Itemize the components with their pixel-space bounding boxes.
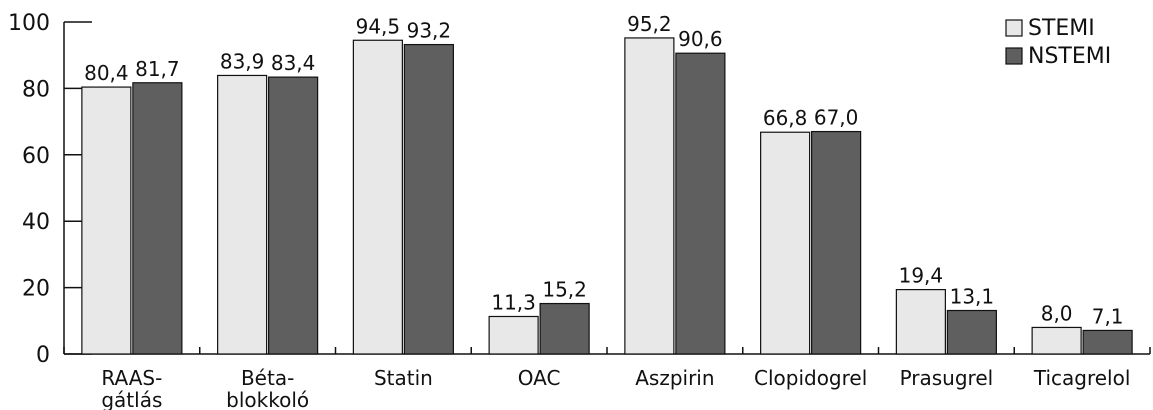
bar-stemi-0 xyxy=(81,86,132,355)
data-labels-group: 80,4 81,7 83,9 83,4 94,5 93,2 11,315,2 95,290,6… xyxy=(84,12,1123,328)
y-tick-label: 0 xyxy=(36,343,50,368)
y-tick-label: 40 xyxy=(22,210,50,235)
bars-group xyxy=(81,37,1133,355)
legend-label-stemi: STEMI xyxy=(1028,16,1095,41)
bar-stemi-5 xyxy=(760,131,811,355)
data-label-stemi-7: 8,0 xyxy=(1041,301,1073,325)
data-label-nstemi-6: 13,1 xyxy=(950,285,995,309)
category-label: blokkoló xyxy=(226,388,309,410)
category-label: Aszpirin xyxy=(635,366,714,390)
category-label: OAC xyxy=(518,366,561,390)
bar-stemi-7 xyxy=(1031,326,1082,355)
bar-stemi-1 xyxy=(217,74,268,355)
category-label: gátlás xyxy=(101,388,162,410)
bar-nstemi-5 xyxy=(811,130,862,355)
legend-swatch-stemi xyxy=(1005,19,1023,37)
category-labels-group: RAAS-gátlás Béta-blokkoló Statin OAC Aszpiri… xyxy=(101,366,1130,410)
data-label-nstemi-2: 93,2 xyxy=(407,19,452,43)
bar-nstemi-1 xyxy=(268,76,319,355)
bar-stemi-3 xyxy=(488,315,539,355)
bar-nstemi-0 xyxy=(132,82,183,355)
category-label: Clopidogrel xyxy=(754,366,867,390)
category-label: Statin xyxy=(374,366,433,390)
data-label-stemi-1: 83,9 xyxy=(220,49,265,73)
bar-nstemi-2 xyxy=(403,43,454,355)
bar-stemi-4 xyxy=(624,37,675,355)
data-label-nstemi-7: 7,1 xyxy=(1092,304,1124,328)
data-label-stemi-4: 95,2 xyxy=(627,12,672,36)
data-label-stemi-2: 94,5 xyxy=(356,14,401,38)
bar-nstemi-7 xyxy=(1082,329,1133,355)
data-label-nstemi-3: 15,2 xyxy=(542,278,587,302)
y-tick-label: 60 xyxy=(22,144,50,169)
legend: STEMI NSTEMI xyxy=(1005,16,1111,69)
data-label-stemi-5: 66,8 xyxy=(763,106,808,130)
data-label-nstemi-4: 90,6 xyxy=(678,27,723,51)
legend-label-nstemi: NSTEMI xyxy=(1028,44,1111,69)
category-label: Prasugrel xyxy=(900,366,994,390)
y-tick-label: 80 xyxy=(22,77,50,102)
category-label: Ticagrelol xyxy=(1033,366,1131,390)
data-label-stemi-3: 11,3 xyxy=(491,290,536,314)
y-axis: 0 20 40 60 80 100 xyxy=(8,11,92,368)
bar-nstemi-3 xyxy=(539,302,590,355)
bar-nstemi-4 xyxy=(675,52,726,355)
bar-stemi-2 xyxy=(352,39,403,355)
category-label: Béta- xyxy=(241,366,294,390)
data-label-nstemi-1: 83,4 xyxy=(271,51,316,75)
data-label-nstemi-0: 81,7 xyxy=(135,57,180,81)
data-label-stemi-6: 19,4 xyxy=(899,264,944,288)
y-tick-label: 100 xyxy=(8,11,50,36)
bar-stemi-6 xyxy=(895,288,946,355)
data-label-stemi-0: 80,4 xyxy=(84,61,129,85)
data-label-nstemi-5: 67,0 xyxy=(814,106,859,130)
legend-swatch-nstemi xyxy=(1005,47,1023,65)
category-label: RAAS- xyxy=(101,366,162,390)
bar-nstemi-6 xyxy=(946,309,997,355)
y-tick-label: 20 xyxy=(22,277,50,302)
